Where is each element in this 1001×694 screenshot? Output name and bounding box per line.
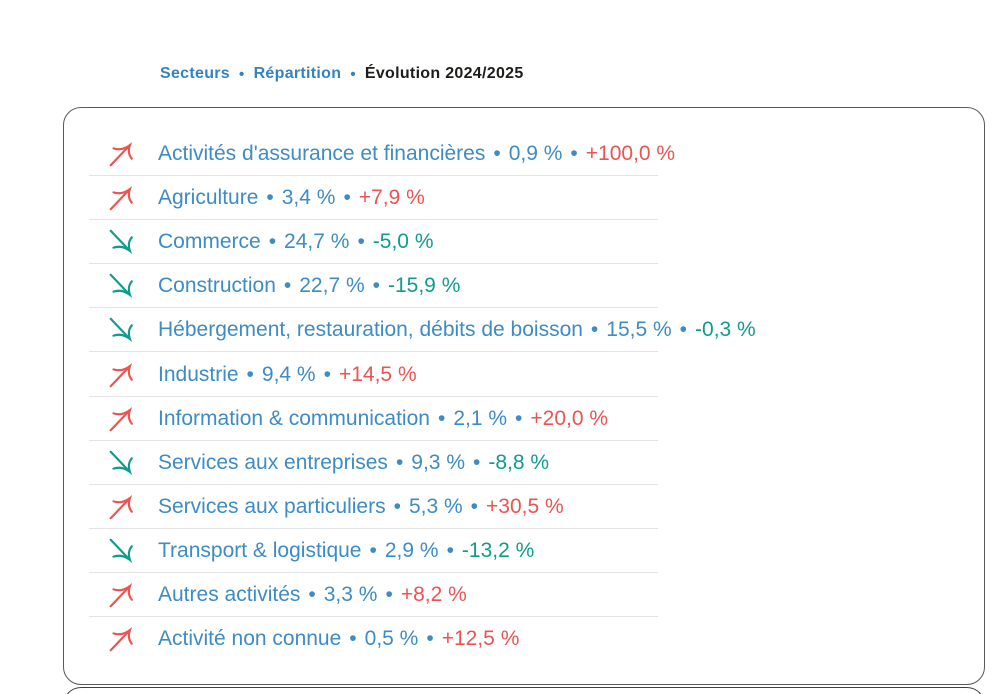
sector-row: Activité non connue • 0,5 % • +12,5 % <box>64 617 984 661</box>
sector-share: 22,7 % <box>299 274 365 298</box>
trend-up-icon <box>106 139 136 169</box>
sector-row: Commerce • 24,7 % • -5,0 % <box>64 220 984 265</box>
sector-row: Activités d'assurance et financières • 0… <box>64 132 984 177</box>
sector-share: 2,9 % <box>384 538 439 562</box>
bullet-separator: • <box>437 406 446 430</box>
sector-row: Services aux entreprises • 9,3 % • -8,8 … <box>64 441 984 485</box>
bullet-separator: • <box>590 318 599 342</box>
sector-share: 5,3 % <box>408 494 463 518</box>
bullet-separator: • <box>308 582 316 606</box>
sector-row: Autres activités • 3,3 % • +8,2 % <box>64 573 984 618</box>
tab-repartition[interactable]: Répartition <box>253 65 342 82</box>
sector-evolution: +12,5 % <box>441 627 520 651</box>
sector-evolution: +8,2 % <box>400 582 467 606</box>
sector-row: Construction • 22,7 % • -15,9 % <box>64 264 984 309</box>
sector-share: 9,4 % <box>261 362 316 386</box>
sector-list: Activités d'assurance et financières • 0… <box>64 132 984 661</box>
tab-evolution-2024-2025[interactable]: Évolution 2024/2025 <box>364 65 524 82</box>
trend-up-icon <box>106 404 136 434</box>
trend-down-icon <box>106 536 136 566</box>
bullet-separator: • <box>323 362 331 386</box>
trend-up-icon <box>106 183 136 213</box>
bullet-separator: • <box>426 627 434 651</box>
sector-name: Services aux entreprises <box>158 450 388 474</box>
sector-row: Information & communication • 2,1 % • +2… <box>64 397 984 441</box>
sector-evolution: -0,3 % <box>695 318 756 342</box>
trend-down-icon <box>106 448 136 478</box>
sector-row: Industrie • 9,4 % • +14,5 % <box>64 352 984 397</box>
sector-share: 0,5 % <box>364 627 419 651</box>
sector-name: Hébergement, restauration, débits de boi… <box>158 318 583 342</box>
sector-share: 0,9 % <box>508 142 563 166</box>
sector-name: Activité non connue <box>158 627 342 651</box>
breadcrumb: Secteurs • Répartition • Évolution 2024/… <box>160 65 524 83</box>
sector-share: 24,7 % <box>284 230 350 254</box>
sector-evolution: +7,9 % <box>358 186 425 210</box>
bullet-separator: • <box>393 494 401 518</box>
tab-separator-dot: • <box>239 65 245 83</box>
sector-evolution: +20,0 % <box>530 406 609 430</box>
sector-name: Transport & logistique <box>158 538 362 562</box>
bullet-separator: • <box>369 538 377 562</box>
bullet-separator: • <box>679 318 688 342</box>
sector-name: Services aux particuliers <box>158 494 386 518</box>
sector-evolution: +30,5 % <box>486 494 564 518</box>
trend-down-icon <box>106 315 136 345</box>
sector-name: Commerce <box>158 230 261 254</box>
sector-evolution: -5,0 % <box>372 230 434 254</box>
sector-share: 3,4 % <box>281 186 336 210</box>
sector-row: Services aux particuliers • 5,3 % • +30,… <box>64 485 984 529</box>
trend-down-icon <box>106 227 136 257</box>
trend-down-icon <box>106 271 136 301</box>
bullet-separator: • <box>283 274 292 298</box>
sector-name: Autres activités <box>158 582 301 606</box>
bullet-separator: • <box>395 450 404 474</box>
tab-secteurs[interactable]: Secteurs <box>160 65 230 82</box>
sector-share: 15,5 % <box>606 318 672 342</box>
bullet-separator: • <box>349 627 357 651</box>
trend-up-icon <box>106 580 136 610</box>
sector-evolution: +14,5 % <box>338 362 417 386</box>
bullet-separator: • <box>372 274 380 298</box>
sector-row: Transport & logistique • 2,9 % • -13,2 % <box>64 529 984 574</box>
trend-up-icon <box>106 624 136 654</box>
bullet-separator: • <box>246 362 254 386</box>
bullet-separator: • <box>343 186 351 210</box>
sector-evolution: -13,2 % <box>461 538 535 562</box>
sector-share: 2,1 % <box>453 406 508 430</box>
bullet-separator: • <box>470 494 479 518</box>
sector-evolution: -15,9 % <box>388 274 461 298</box>
sector-share: 9,3 % <box>411 450 465 474</box>
trend-up-icon <box>106 492 136 522</box>
sector-share: 3,3 % <box>323 582 378 606</box>
sector-name: Construction <box>158 274 276 298</box>
trend-up-icon <box>106 360 136 390</box>
sector-row: Hébergement, restauration, débits de boi… <box>64 308 984 353</box>
bullet-separator: • <box>266 186 274 210</box>
bullet-separator: • <box>357 230 365 254</box>
tab-separator-dot: • <box>350 65 356 83</box>
sector-name: Information & communication <box>158 406 430 430</box>
bullet-separator: • <box>385 582 393 606</box>
sector-evolution: +100,0 % <box>585 142 676 166</box>
sector-evolution: -8,8 % <box>488 450 550 474</box>
bullet-separator: • <box>570 142 578 166</box>
next-card-top-edge <box>63 687 985 694</box>
bullet-separator: • <box>493 142 501 166</box>
bullet-separator: • <box>515 406 523 430</box>
sector-name: Activités d'assurance et financières <box>158 142 486 166</box>
bullet-separator: • <box>446 538 454 562</box>
sector-name: Industrie <box>158 362 239 386</box>
sector-row: Agriculture • 3,4 % • +7,9 % <box>64 176 984 221</box>
bullet-separator: • <box>268 230 277 254</box>
sector-name: Agriculture <box>158 186 259 210</box>
bullet-separator: • <box>473 450 481 474</box>
sectors-evolution-card: Activités d'assurance et financières • 0… <box>63 107 985 685</box>
